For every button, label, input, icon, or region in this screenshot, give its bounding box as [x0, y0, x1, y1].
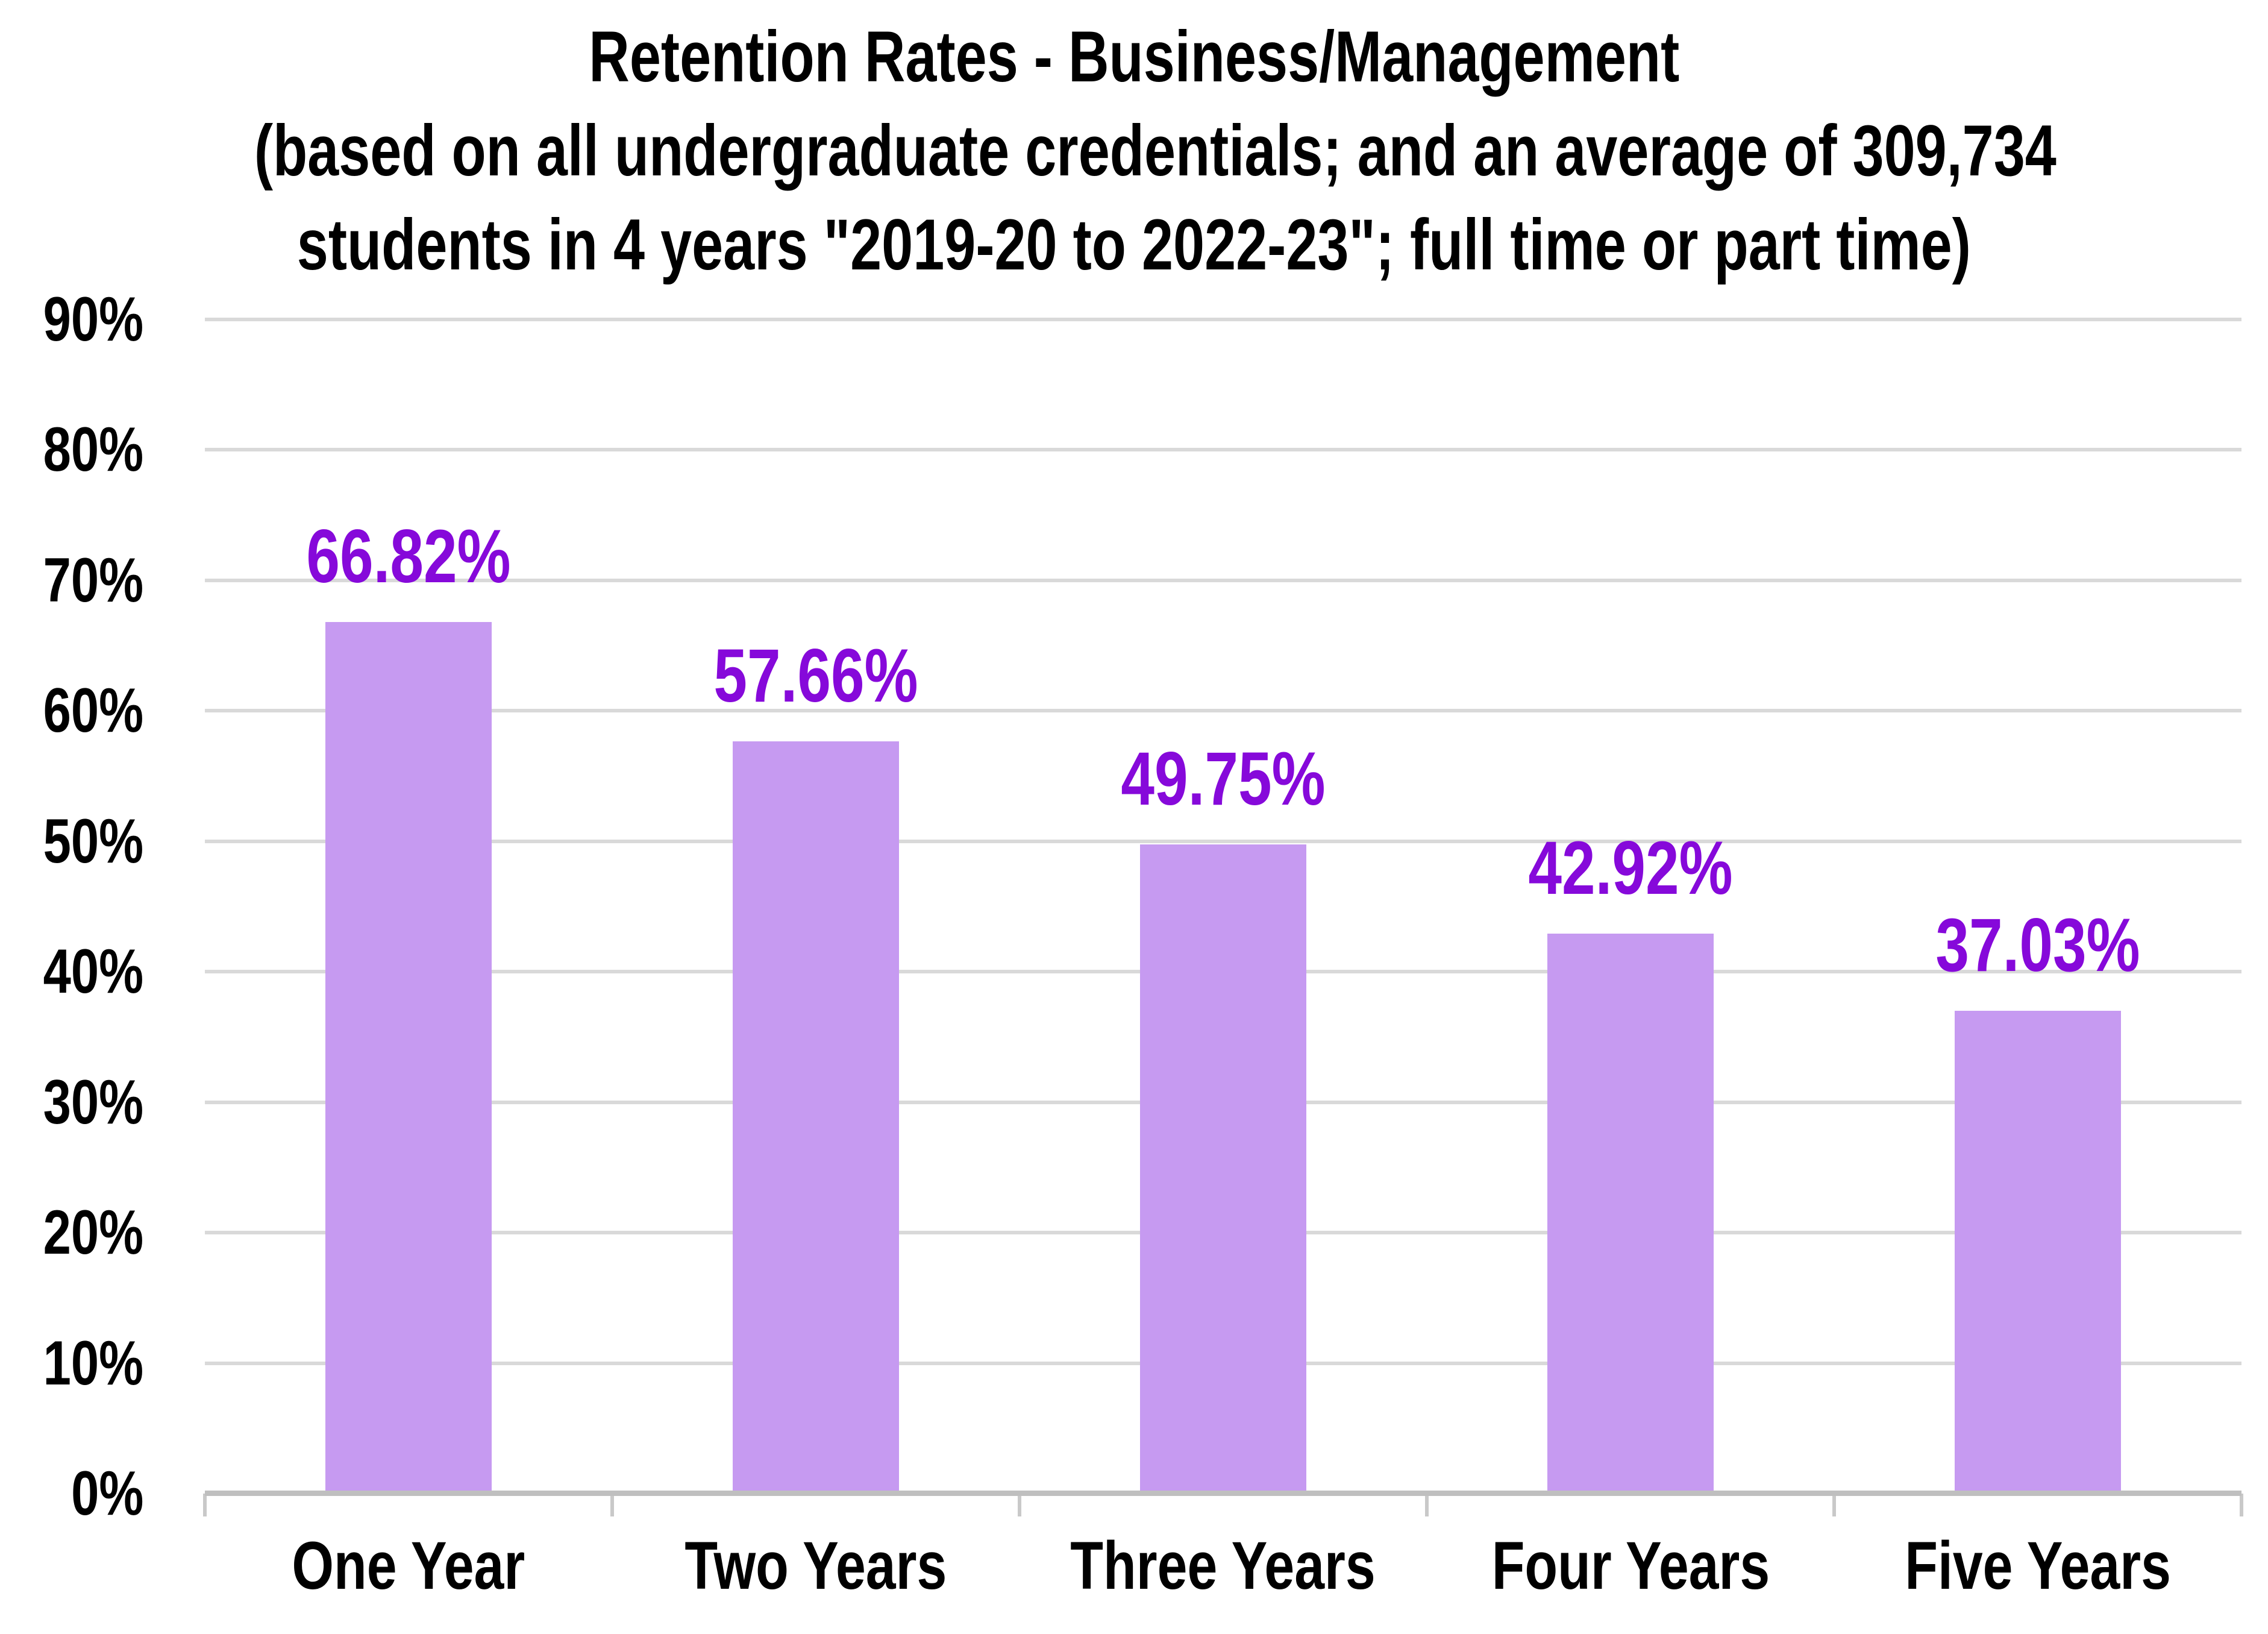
x-axis-tick-0 — [203, 1494, 207, 1516]
x-axis-tick-4 — [1832, 1494, 1836, 1516]
x-category-label-four-years-text: Four Years — [1491, 1528, 1770, 1603]
value-label-two-years-text: 57.66% — [713, 633, 918, 718]
x-category-label-three-years-text: Three Years — [1070, 1528, 1376, 1603]
bar-three-years — [1140, 844, 1306, 1494]
gridline-90% — [205, 318, 2241, 321]
y-tick-label-50%-text: 50% — [43, 806, 143, 876]
bar-four-years — [1547, 934, 1714, 1494]
plot-area: 66.82% 57.66% 49.75% 42.92% 37.03% — [205, 318, 2241, 1496]
value-label-five-years: 37.03% — [1827, 908, 2249, 983]
x-category-label-three-years: Three Years — [1020, 1532, 1427, 1600]
x-axis-tick-3 — [1425, 1494, 1429, 1516]
bar-one-year — [325, 621, 492, 1494]
x-axis-line — [205, 1491, 2241, 1496]
x-category-label-two-years-text: Two Years — [684, 1528, 947, 1603]
gridline-70% — [205, 578, 2241, 582]
bar-two-years — [733, 741, 899, 1494]
chart-title-line-2: (based on all undergraduate credentials;… — [0, 104, 2268, 198]
gridline-50% — [205, 839, 2241, 843]
value-label-one-year: 66.82% — [198, 519, 619, 594]
y-tick-label-60%: 60% — [0, 679, 143, 742]
y-tick-label-50%: 50% — [0, 810, 143, 873]
y-tick-label-20%-text: 20% — [43, 1198, 143, 1268]
x-axis-tick-5 — [2240, 1494, 2243, 1516]
bar-five-years — [1955, 1010, 2121, 1494]
y-tick-label-70%-text: 70% — [43, 545, 143, 615]
x-category-label-five-years: Five Years — [1834, 1532, 2241, 1600]
y-tick-label-80%: 80% — [0, 418, 143, 481]
y-tick-label-90%-text: 90% — [43, 284, 143, 354]
y-tick-label-30%-text: 30% — [43, 1067, 143, 1137]
x-category-label-two-years: Two Years — [612, 1532, 1020, 1600]
x-category-label-five-years-text: Five Years — [1905, 1528, 2171, 1603]
y-tick-label-70%: 70% — [0, 549, 143, 612]
chart-title-line-1: Retention Rates - Business/Management — [0, 10, 2268, 104]
value-label-five-years-text: 37.03% — [1935, 903, 2140, 987]
y-tick-label-0%: 0% — [0, 1462, 143, 1525]
chart-title-text-3: students in 4 years "2019-20 to 2022-23"… — [296, 204, 1972, 285]
y-tick-label-90%: 90% — [0, 288, 143, 351]
value-label-four-years: 42.92% — [1420, 831, 1841, 906]
gridline-80% — [205, 448, 2241, 452]
chart-title-text-2: (based on all undergraduate credentials;… — [254, 110, 2057, 191]
y-tick-label-40%: 40% — [0, 940, 143, 1003]
gridline-60% — [205, 709, 2241, 713]
x-category-label-one-year: One Year — [205, 1532, 612, 1600]
value-label-one-year-text: 66.82% — [306, 514, 511, 599]
y-tick-label-80%-text: 80% — [43, 415, 143, 485]
y-tick-label-10%: 10% — [0, 1332, 143, 1395]
y-tick-label-10%-text: 10% — [43, 1328, 143, 1398]
value-label-three-years-text: 49.75% — [1121, 737, 1326, 822]
chart-title-line-3: students in 4 years "2019-20 to 2022-23"… — [0, 198, 2268, 292]
y-tick-label-60%-text: 60% — [43, 676, 143, 746]
value-label-two-years: 57.66% — [605, 638, 1027, 714]
chart-title: Retention Rates - Business/Management (b… — [0, 10, 2268, 292]
y-tick-label-20%: 20% — [0, 1201, 143, 1264]
chart-title-text-1: Retention Rates - Business/Management — [589, 16, 1679, 97]
value-label-four-years-text: 42.92% — [1528, 826, 1733, 911]
x-category-label-four-years: Four Years — [1427, 1532, 1834, 1600]
y-tick-label-40%-text: 40% — [43, 937, 143, 1007]
y-tick-label-0%-text: 0% — [70, 1459, 143, 1529]
value-label-three-years: 49.75% — [1012, 741, 1434, 817]
x-axis-tick-2 — [1018, 1494, 1021, 1516]
y-tick-label-30%: 30% — [0, 1071, 143, 1134]
x-category-label-one-year-text: One Year — [292, 1528, 525, 1603]
x-axis-tick-1 — [610, 1494, 614, 1516]
